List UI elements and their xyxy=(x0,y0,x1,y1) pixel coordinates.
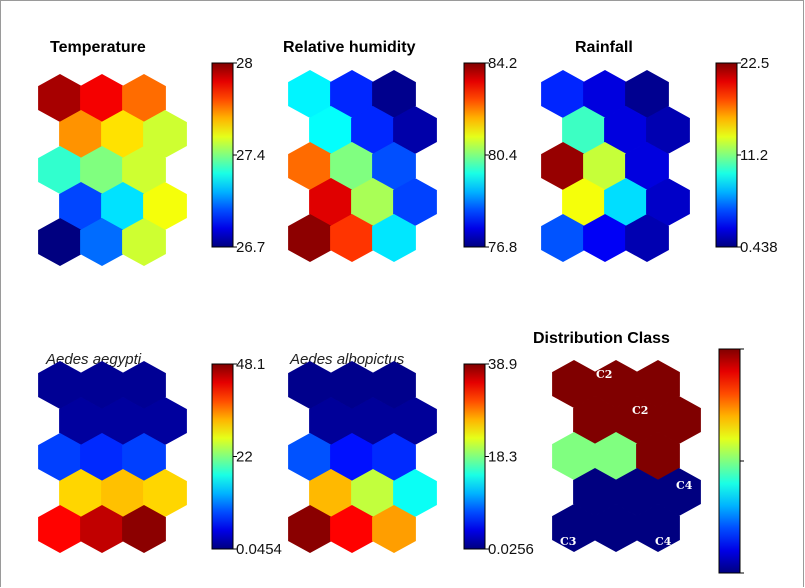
hex-cell xyxy=(143,110,187,158)
hex-cell xyxy=(657,468,701,516)
colorbar-tick-label: 26.7 xyxy=(236,239,265,256)
colorbar-tick-label: 0.438 xyxy=(740,239,778,256)
colorbar-tick-label: 80.4 xyxy=(488,147,517,164)
colorbar-aedes-albopictus xyxy=(463,363,486,550)
colorbar-tick-label: 38.9 xyxy=(488,356,517,373)
chart-title-aedes-albopictus: Aedes albopictus xyxy=(289,351,405,368)
chart-title-distribution-class: Distribution Class xyxy=(533,330,670,347)
hex-cell xyxy=(122,505,166,553)
colorbar-aedes-aegypti xyxy=(211,363,234,550)
colorbar-distribution-class xyxy=(718,348,741,574)
chart-panel: Distribution Class C2 C2 C4 C3 C4 xyxy=(533,330,744,574)
colorbar-rainfall xyxy=(715,62,738,248)
chart-panel: Rainfall 22.5 11.2 0.438 xyxy=(541,39,778,262)
hex-cell xyxy=(646,106,690,154)
colorbar-relative-humidity xyxy=(463,62,486,248)
chart-panel: Relative humidity 84.2 80.4 76.8 xyxy=(283,39,517,262)
hex-cell xyxy=(122,146,166,194)
chart-panel: Aedes albopictus 38.9 18.3 0.0256 xyxy=(288,351,534,558)
class-label: C4 xyxy=(676,479,693,492)
class-label: C2 xyxy=(632,404,648,417)
hex-cell xyxy=(393,178,437,226)
chart-panel: Temperature 28 27.4 26.7 xyxy=(38,39,265,266)
hex-cell xyxy=(122,361,166,409)
hex-cell xyxy=(372,70,416,118)
hex-cell xyxy=(393,469,437,517)
hex-cell xyxy=(122,218,166,266)
hex-cell xyxy=(393,106,437,154)
chart-title-temperature: Temperature xyxy=(50,39,146,56)
colorbar-tick-label: 0.0454 xyxy=(236,541,282,558)
hex-cell xyxy=(143,469,187,517)
colorbar-temperature xyxy=(211,62,234,248)
hex-cell xyxy=(372,361,416,409)
hex-cell xyxy=(372,505,416,553)
hex-cell xyxy=(657,396,701,444)
colorbar-tick-label: 18.3 xyxy=(488,449,517,466)
hex-cell xyxy=(625,142,669,190)
colorbar-tick-label: 11.2 xyxy=(740,147,768,164)
hex-cell xyxy=(625,214,669,262)
hex-cell xyxy=(393,397,437,445)
hex-cell xyxy=(625,70,669,118)
hex-cell xyxy=(122,74,166,122)
hex-cell xyxy=(636,504,680,552)
hex-cell xyxy=(636,360,680,408)
colorbar-tick-label: 48.1 xyxy=(236,356,265,373)
chart-title-aedes-aegypti: Aedes aegypti xyxy=(45,351,142,368)
hex-cell xyxy=(143,397,187,445)
class-label: C4 xyxy=(655,535,672,548)
colorbar-tick-label: 0.0256 xyxy=(488,541,534,558)
hex-cell xyxy=(646,178,690,226)
colorbar-tick-label: 84.2 xyxy=(488,55,517,72)
hex-cell xyxy=(122,433,166,481)
colorbar-tick-label: 22 xyxy=(236,449,253,466)
hex-cell xyxy=(372,142,416,190)
colorbar-tick-label: 27.4 xyxy=(236,147,265,164)
chart-title-rainfall: Rainfall xyxy=(575,39,633,56)
hex-cell xyxy=(372,214,416,262)
hex-cell xyxy=(143,182,187,230)
hex-cell xyxy=(372,433,416,481)
hex-cell xyxy=(636,432,680,480)
class-label: C2 xyxy=(596,368,612,381)
class-label: C3 xyxy=(560,535,576,548)
chart-panel: Aedes aegypti 48.1 22 0.0454 xyxy=(38,351,282,558)
colorbar-tick-label: 22.5 xyxy=(740,55,769,72)
chart-title-relative-humidity: Relative humidity xyxy=(283,39,416,56)
colorbar-tick-label: 76.8 xyxy=(488,239,517,256)
colorbar-tick-label: 28 xyxy=(236,55,253,72)
